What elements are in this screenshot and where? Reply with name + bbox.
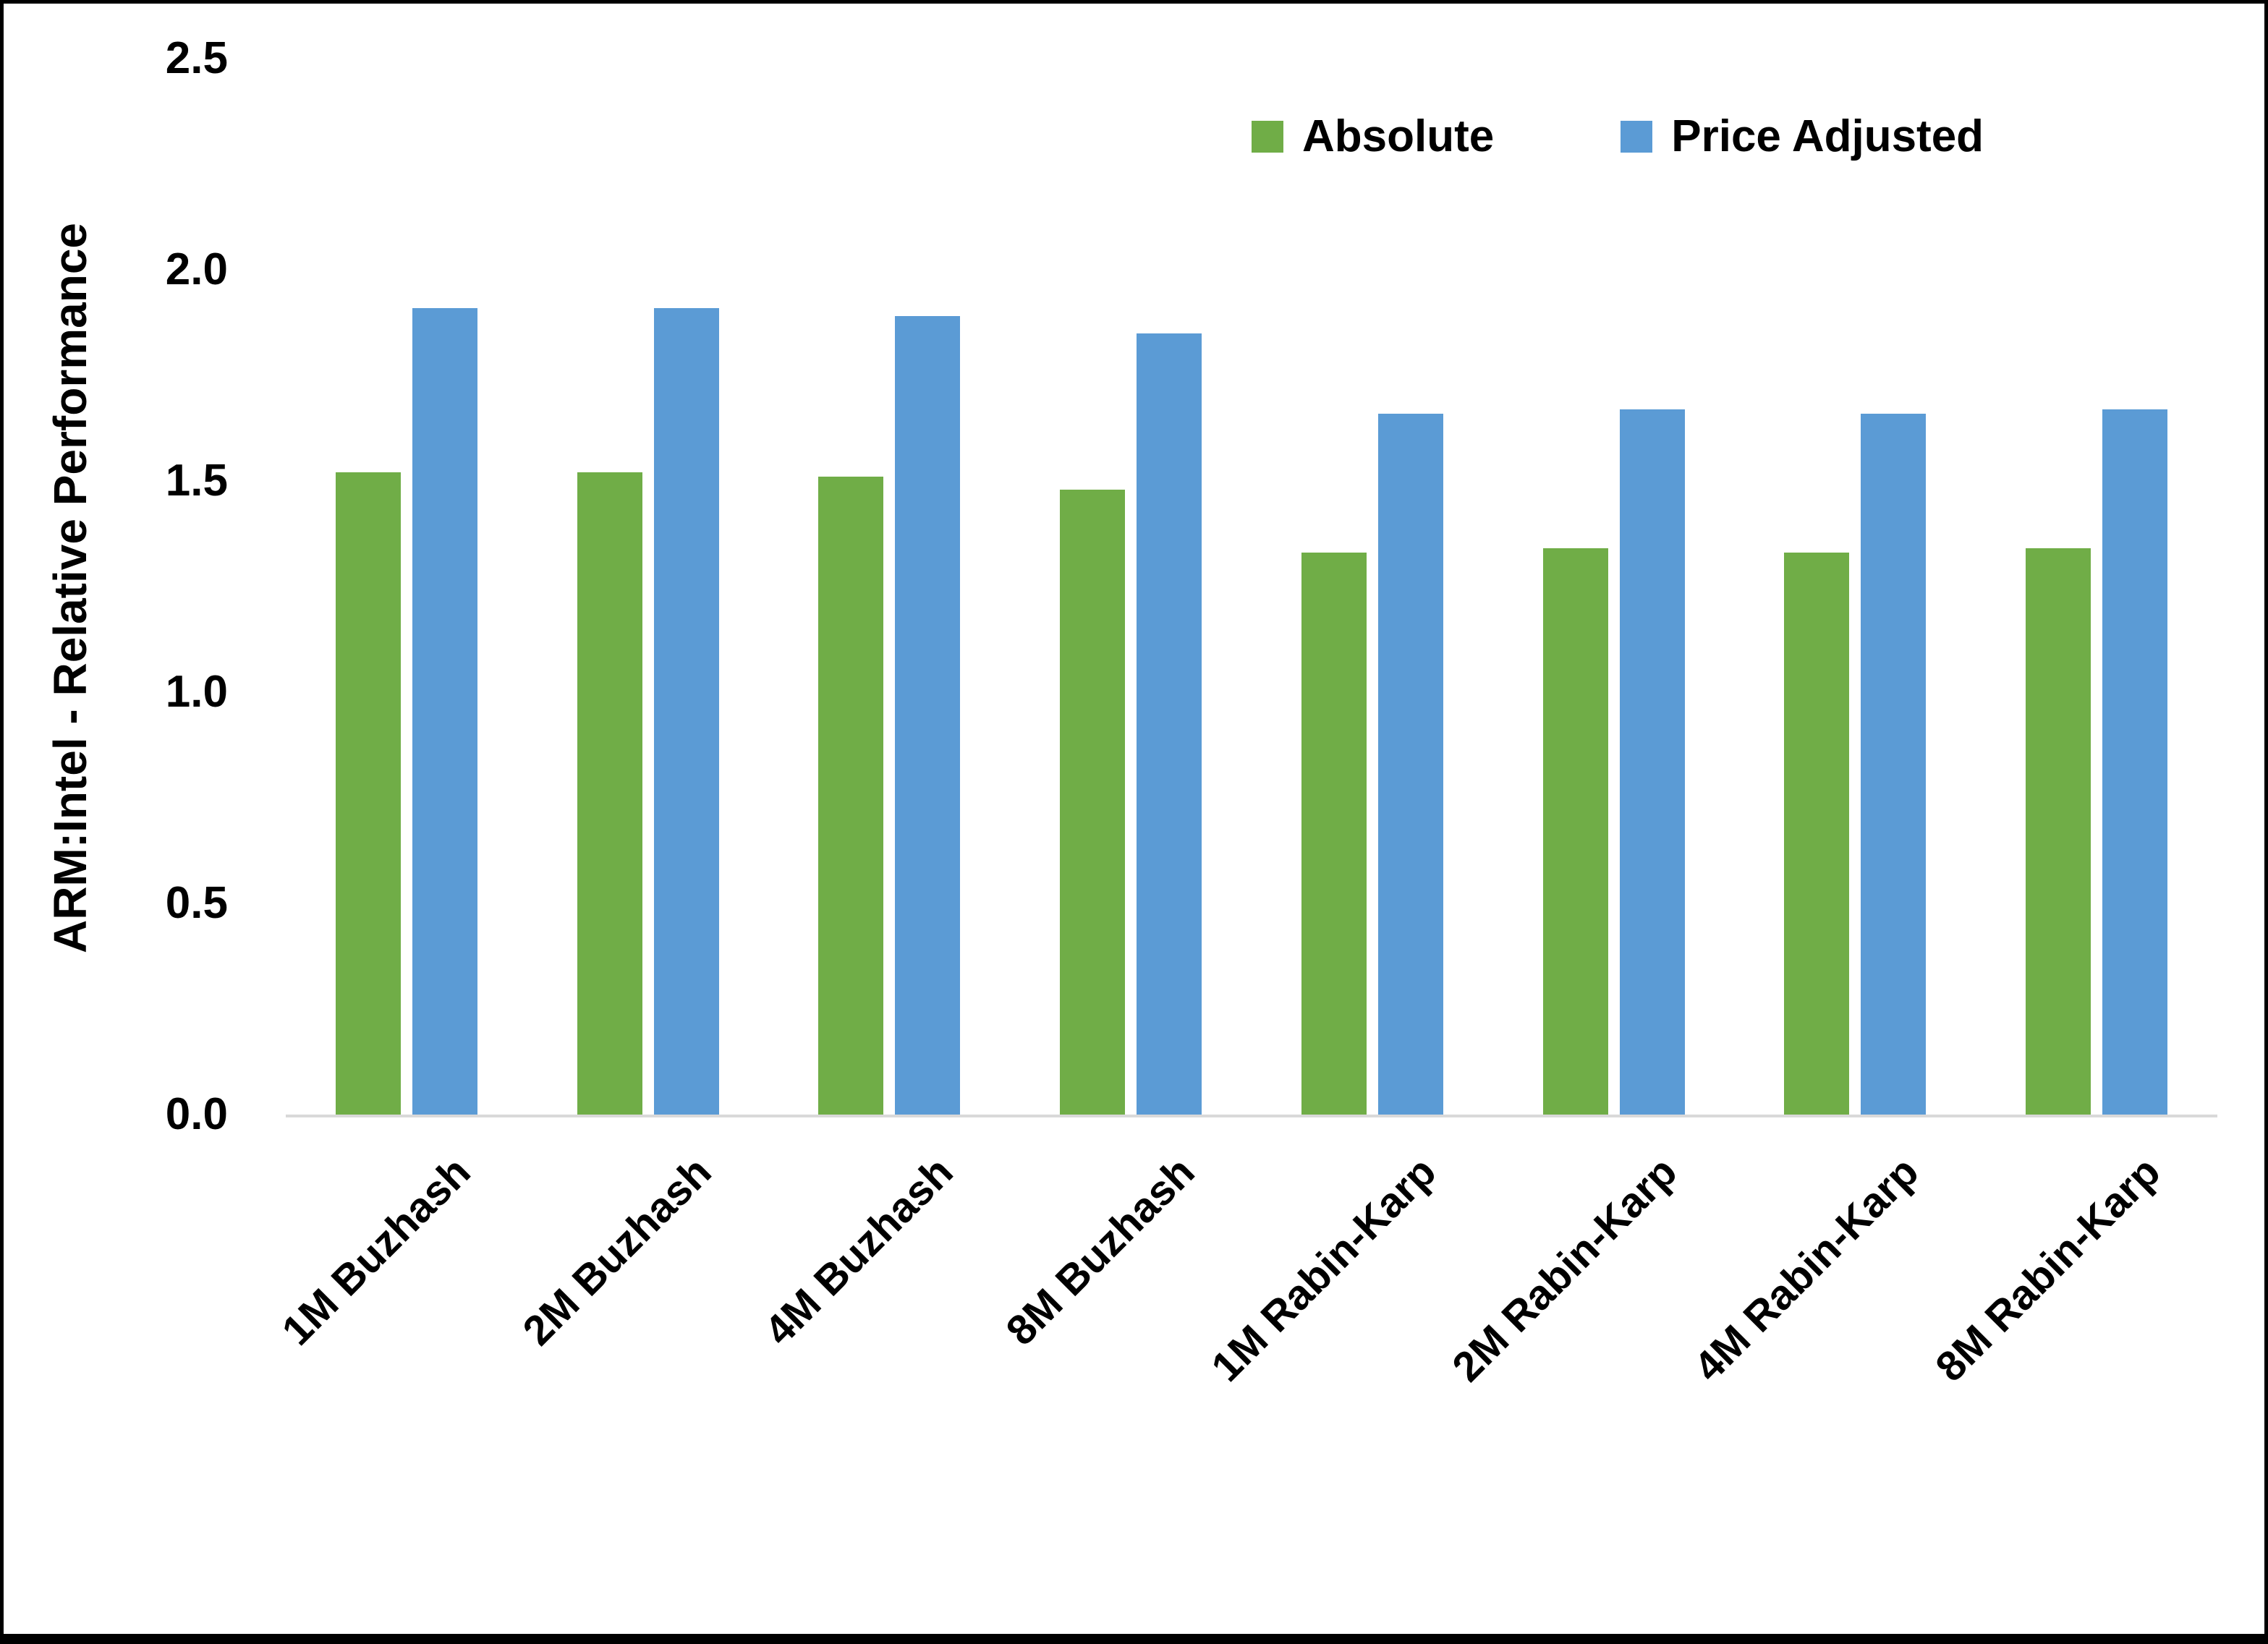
- x-tick-cell: 2M Rabin-Karp: [1444, 1136, 1735, 1483]
- bar-price-adjusted: [653, 308, 719, 1115]
- bar-absolute: [2026, 548, 2091, 1115]
- x-tick-label: 2M Buzhash: [514, 1148, 721, 1355]
- legend-label: Absolute: [1302, 111, 1495, 161]
- x-tick-label: 8M Buzhash: [997, 1148, 1204, 1355]
- legend: Absolute Price Adjusted: [1252, 111, 1984, 162]
- legend-label: Price Adjusted: [1671, 111, 1984, 161]
- legend-item: Absolute: [1252, 111, 1494, 162]
- bar-group: [1010, 59, 1252, 1115]
- bar-group: [1976, 59, 2217, 1115]
- bar-absolute: [1301, 553, 1367, 1115]
- bar-group: [286, 59, 527, 1115]
- x-tick-cell: 4M Buzhash: [755, 1136, 1011, 1483]
- bar-group: [527, 59, 769, 1115]
- bar-group: [769, 59, 1011, 1115]
- x-tick-cell: 4M Rabin-Karp: [1685, 1136, 1976, 1483]
- bar-group: [1252, 59, 1493, 1115]
- bar-group: [1493, 59, 1735, 1115]
- legend-swatch-icon: [1252, 120, 1283, 153]
- y-tick-label: 1.5: [165, 456, 228, 506]
- x-tick-cell: 8M Rabin-Karp: [1927, 1136, 2217, 1483]
- plot-area: [286, 59, 2217, 1117]
- x-tick-label: 4M Buzhash: [755, 1148, 962, 1355]
- y-axis-tick-labels: 0.0 0.5 1.0 1.5 2.0 2.5: [4, 36, 228, 1137]
- bar-absolute: [818, 477, 884, 1115]
- bar-price-adjusted: [1137, 333, 1202, 1115]
- x-tick-cell: 1M Rabin-Karp: [1202, 1136, 1493, 1483]
- x-tick-cell: 1M Buzhash: [273, 1136, 527, 1483]
- bar-price-adjusted: [1861, 414, 1927, 1115]
- bar-price-adjusted: [1377, 414, 1443, 1115]
- bar-absolute: [577, 472, 642, 1115]
- x-tick-label: 1M Buzhash: [272, 1148, 480, 1355]
- bar-price-adjusted: [895, 316, 961, 1115]
- bar-absolute: [1542, 548, 1608, 1115]
- y-tick-label: 2.0: [165, 244, 228, 294]
- bar-absolute: [1060, 490, 1126, 1115]
- x-tick-cell: 8M Buzhash: [997, 1136, 1252, 1483]
- y-tick-label: 0.5: [165, 878, 228, 928]
- legend-item: Price Adjusted: [1621, 111, 1984, 162]
- bar-price-adjusted: [1619, 409, 1685, 1115]
- y-tick-label: 1.0: [165, 667, 228, 717]
- bar-price-adjusted: [412, 308, 477, 1115]
- x-tick-cell: 2M Buzhash: [514, 1136, 769, 1483]
- legend-swatch-icon: [1621, 120, 1653, 153]
- y-tick-label: 2.5: [165, 33, 228, 83]
- bars: [286, 59, 2217, 1115]
- bar-group: [1735, 59, 1976, 1115]
- bar-absolute: [1784, 553, 1850, 1115]
- bar-absolute: [335, 472, 401, 1115]
- bar-price-adjusted: [2102, 409, 2168, 1115]
- y-tick-label: 0.0: [165, 1089, 228, 1139]
- x-axis-tick-labels: 1M Buzhash 2M Buzhash 4M Buzhash 8M Buzhash…: [273, 1136, 2217, 1483]
